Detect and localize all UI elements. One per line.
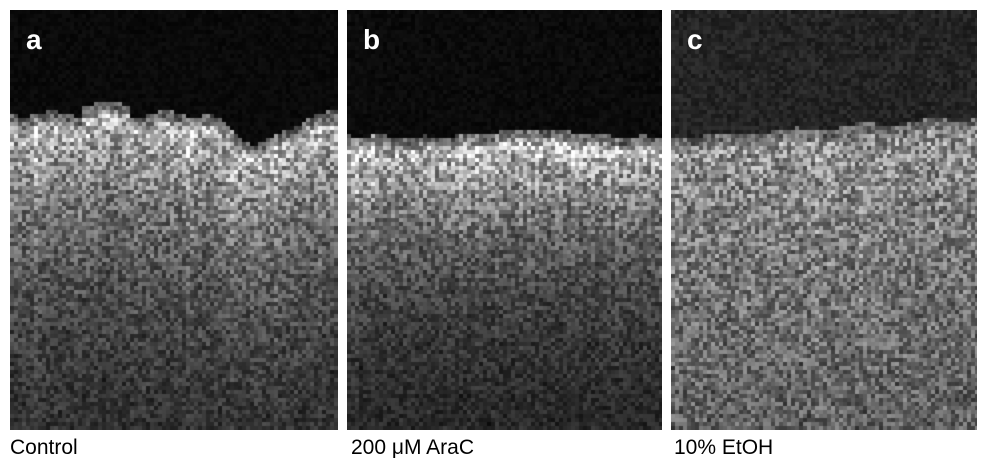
caption-control: Control bbox=[10, 436, 78, 459]
panel-letter-b: b bbox=[363, 24, 381, 55]
caption-etoh: 10% EtOH bbox=[674, 436, 774, 459]
tissue-image-panel-c: c bbox=[671, 10, 977, 430]
panel-letter-a: a bbox=[26, 24, 42, 55]
tissue-scan-image bbox=[671, 10, 977, 430]
caption-arac: 200 μM AraC bbox=[351, 436, 474, 459]
tissue-image-panel-b: b bbox=[347, 10, 662, 430]
tissue-scan-image bbox=[10, 10, 338, 430]
panel-letter-c: c bbox=[687, 24, 703, 55]
tissue-scan-image bbox=[347, 10, 662, 430]
tissue-image-panel-a: a bbox=[10, 10, 338, 430]
